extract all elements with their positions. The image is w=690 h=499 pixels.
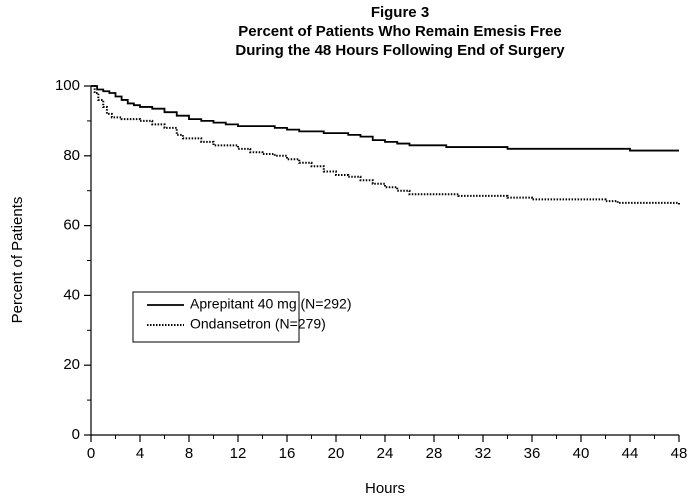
- x-tick-label: 32: [475, 445, 492, 462]
- series-line: [91, 85, 680, 205]
- x-tick-label: 0: [87, 445, 95, 462]
- x-tick-label: 20: [328, 445, 345, 462]
- y-tick-label: 100: [55, 77, 80, 94]
- x-tick-label: 4: [136, 445, 144, 462]
- chart-title: Figure 3: [371, 4, 429, 21]
- x-axis-label: Hours: [365, 480, 405, 497]
- x-tick-label: 8: [185, 445, 193, 462]
- y-tick-label: 40: [63, 286, 80, 303]
- y-axis-label: Percent of Patients: [9, 197, 26, 324]
- x-tick-label: 40: [573, 445, 590, 462]
- x-tick-label: 12: [230, 445, 247, 462]
- legend-label: Ondansetron (N=279): [190, 316, 326, 332]
- x-tick-label: 28: [426, 445, 443, 462]
- y-tick-label: 60: [63, 217, 80, 234]
- series-line: [91, 85, 679, 152]
- x-tick-label: 24: [377, 445, 394, 462]
- x-tick-label: 44: [622, 445, 639, 462]
- y-tick-label: 80: [63, 147, 80, 164]
- chart-title: Percent of Patients Who Remain Emesis Fr…: [238, 23, 561, 40]
- y-tick-label: 20: [63, 356, 80, 373]
- chart-title: During the 48 Hours Following End of Sur…: [235, 42, 565, 59]
- x-tick-label: 36: [524, 445, 541, 462]
- y-tick-label: 0: [72, 426, 80, 443]
- legend-label: Aprepitant 40 mg (N=292): [190, 296, 351, 312]
- x-tick-label: 16: [279, 445, 296, 462]
- legend-box: [132, 291, 300, 343]
- x-tick-label: 48: [671, 445, 688, 462]
